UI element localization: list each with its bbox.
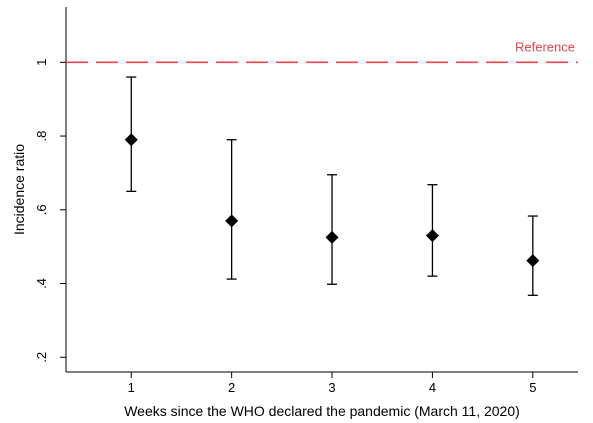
reference-label: Reference: [515, 39, 575, 54]
y-tick-label: 1: [34, 59, 49, 66]
data-point: [526, 254, 540, 268]
y-tick-label: .8: [34, 131, 49, 142]
y-tick-label: .2: [34, 352, 49, 363]
data-point: [225, 214, 239, 228]
x-tick-label: 3: [328, 380, 335, 395]
x-axis-label: Weeks since the WHO declared the pandemi…: [124, 403, 520, 419]
x-axis-ticks: 1 2 3 4 5: [128, 372, 536, 395]
data-point: [325, 230, 339, 244]
x-tick-label: 2: [228, 380, 235, 395]
data-point: [425, 229, 439, 243]
y-axis-label: Incidence ratio: [11, 144, 27, 235]
x-tick-label: 1: [128, 380, 135, 395]
y-tick-label: .4: [34, 278, 49, 289]
x-tick-label: 4: [429, 380, 436, 395]
x-tick-label: 5: [529, 380, 536, 395]
data-points: [124, 133, 540, 268]
y-tick-label: .6: [34, 204, 49, 215]
plot-frame: [65, 7, 578, 373]
y-axis-ticks: .2 .4 .6 .8 1: [34, 59, 66, 363]
data-point: [124, 133, 138, 147]
